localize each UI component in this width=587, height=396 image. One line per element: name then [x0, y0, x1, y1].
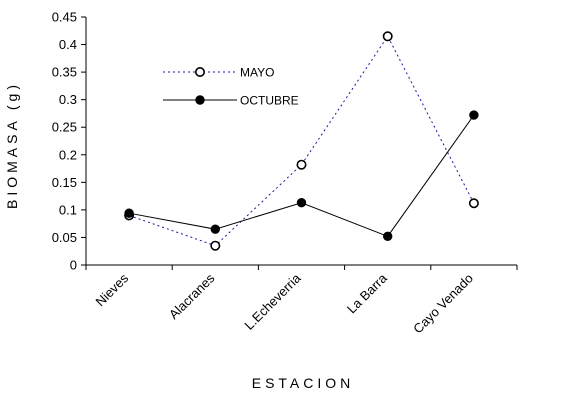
y-tick-label: 0.25: [52, 120, 77, 135]
data-point-octubre: [210, 224, 221, 234]
y-tick-label: 0.1: [59, 202, 77, 217]
x-tick-label: Cayo Venado: [410, 271, 476, 337]
y-tick-label: 0.15: [52, 175, 77, 190]
y-tick-label: 0.45: [52, 10, 77, 25]
legend-label-octubre: OCTUBRE: [240, 94, 299, 108]
series-line-mayo: [128, 35, 475, 247]
y-tick-label: 0: [70, 258, 77, 273]
y-tick-label: 0.2: [59, 147, 77, 162]
data-point-octubre: [383, 231, 393, 242]
x-axis-title: ESTACION: [252, 375, 355, 391]
x-tick-label: La Barra: [344, 270, 390, 316]
y-tick-label: 0.35: [52, 65, 77, 80]
series-line-octubre: [129, 114, 475, 237]
y-tick-label: 0.4: [59, 37, 77, 52]
legend-marker-octubre: [195, 95, 205, 105]
plot-area: 0 0.05 0.1 0.15 0.2 0.25 0.3 0.35 0.4 0.45 Nieves A…: [52, 10, 518, 337]
data-point-octubre: [469, 110, 479, 120]
data-point-mayo: [296, 159, 307, 170]
x-tick-label: Nieves: [93, 270, 132, 309]
y-tick-label: 0.3: [59, 92, 77, 107]
legend-marker-mayo: [195, 67, 206, 78]
legend-label-mayo: MAYO: [240, 66, 274, 80]
y-tick-label: 0.05: [52, 230, 77, 245]
data-point-octubre: [296, 198, 307, 208]
legend: MAYO OCTUBRE: [163, 66, 299, 108]
data-point-mayo: [210, 240, 221, 251]
x-tick-label: Alacranes: [166, 270, 218, 322]
y-axis-title: BIOMASA (g): [4, 81, 20, 209]
data-point-octubre: [124, 208, 134, 218]
data-point-mayo: [468, 198, 479, 209]
x-tick-label: L.Echeverria: [241, 270, 304, 333]
data-point-mayo: [382, 31, 393, 42]
